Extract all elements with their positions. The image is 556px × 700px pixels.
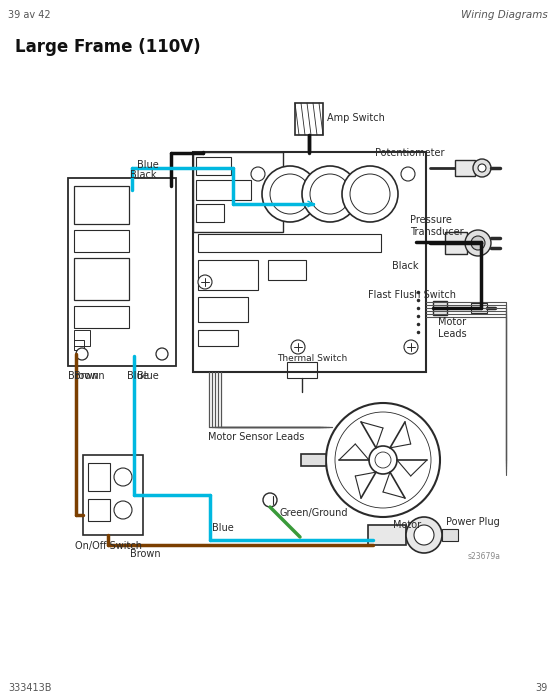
Circle shape [350, 174, 390, 214]
Text: Motor Sensor Leads: Motor Sensor Leads [208, 432, 304, 442]
Circle shape [310, 174, 350, 214]
Circle shape [114, 468, 132, 486]
Text: Wiring Diagrams: Wiring Diagrams [461, 10, 548, 20]
Bar [433, 301, 447, 315]
Text: Black: Black [130, 170, 156, 180]
Bar [198, 260, 258, 290]
Bar [193, 152, 426, 372]
Circle shape [478, 164, 486, 172]
Bar [88, 499, 110, 521]
Circle shape [198, 275, 212, 289]
Bar [198, 330, 238, 346]
Text: Brown: Brown [74, 371, 105, 381]
Bar [368, 525, 406, 545]
Bar [74, 330, 90, 346]
Circle shape [291, 340, 305, 354]
Circle shape [406, 517, 442, 553]
Circle shape [471, 236, 485, 250]
Circle shape [263, 493, 277, 507]
Text: Thermal Switch: Thermal Switch [277, 354, 348, 363]
Text: Blue: Blue [127, 371, 149, 381]
Text: s23679a: s23679a [468, 552, 501, 561]
Bar [193, 152, 283, 232]
Text: Pressure
Transducer: Pressure Transducer [410, 215, 464, 237]
Text: Green/Ground: Green/Ground [280, 508, 349, 518]
Circle shape [326, 403, 440, 517]
Bar [455, 160, 475, 176]
Circle shape [156, 348, 168, 360]
Circle shape [114, 501, 132, 519]
Circle shape [465, 230, 491, 256]
Bar [196, 157, 231, 175]
Circle shape [76, 348, 88, 360]
Bar [198, 234, 381, 252]
Bar [74, 230, 129, 252]
Bar [442, 529, 458, 541]
Circle shape [251, 167, 265, 181]
Text: Motor
Leads: Motor Leads [438, 317, 466, 339]
Bar [83, 455, 143, 535]
Circle shape [262, 166, 318, 222]
Text: On/Off Switch: On/Off Switch [75, 541, 142, 551]
Bar [268, 260, 306, 280]
Circle shape [335, 412, 431, 508]
Bar [68, 178, 176, 366]
Circle shape [404, 340, 418, 354]
Bar [196, 180, 251, 200]
Bar [198, 297, 248, 322]
Text: Power Plug: Power Plug [446, 517, 500, 527]
Circle shape [375, 452, 391, 468]
Text: Brown: Brown [130, 549, 161, 559]
Bar [74, 306, 129, 328]
Text: 333413B: 333413B [8, 683, 52, 693]
Bar [74, 186, 129, 224]
Text: Amp Switch: Amp Switch [327, 113, 385, 123]
Text: 39 av 42: 39 av 42 [8, 10, 51, 20]
Text: Large Frame (110V): Large Frame (110V) [15, 38, 201, 56]
Circle shape [270, 174, 310, 214]
Bar [196, 204, 224, 222]
Bar [74, 340, 84, 350]
Text: Motor: Motor [393, 520, 421, 530]
Circle shape [342, 166, 398, 222]
Circle shape [302, 166, 358, 222]
Circle shape [414, 525, 434, 545]
Bar [287, 362, 317, 378]
Text: Flast Flush Switch: Flast Flush Switch [368, 290, 456, 300]
Text: Brown: Brown [68, 371, 98, 381]
Circle shape [473, 159, 491, 177]
Text: Blue: Blue [212, 523, 234, 533]
Bar [445, 232, 467, 254]
Text: 39: 39 [536, 683, 548, 693]
Bar [295, 103, 323, 135]
Text: Potentiometer: Potentiometer [375, 148, 444, 158]
Bar [301, 454, 326, 466]
Circle shape [401, 167, 415, 181]
Circle shape [369, 446, 397, 474]
Bar [88, 463, 110, 491]
Bar [471, 303, 487, 313]
Text: Black: Black [392, 261, 419, 271]
Text: Blue: Blue [137, 371, 159, 381]
Bar [74, 258, 129, 300]
Text: Blue: Blue [137, 160, 159, 170]
